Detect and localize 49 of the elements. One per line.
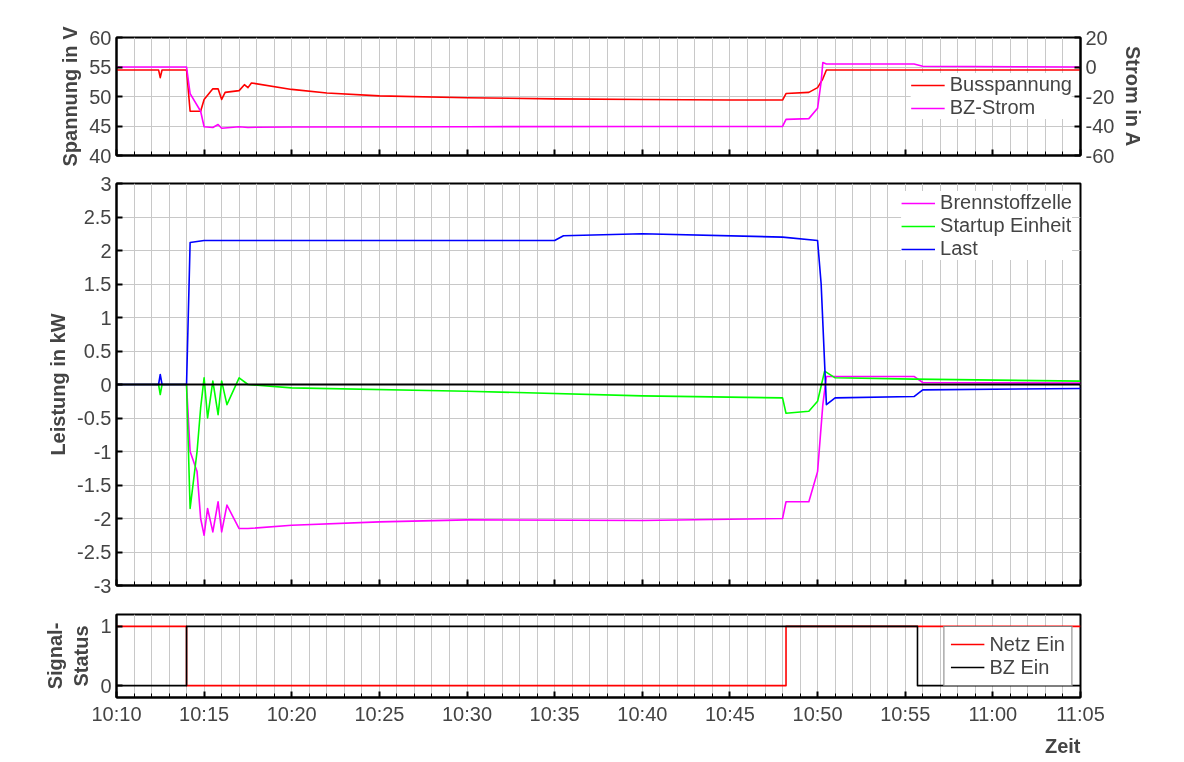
legend-label: BZ-Strom xyxy=(949,96,1036,119)
y-tick-label: 40 xyxy=(89,144,112,167)
y-tick-label: -0.5 xyxy=(77,407,112,429)
legend-label: Busspannung xyxy=(949,73,1072,96)
y-tick-label: -2.5 xyxy=(77,541,112,563)
y-tick-label: -2 xyxy=(93,507,112,530)
x-tick-label: 10:15 xyxy=(179,702,230,725)
y-tick-label: 0 xyxy=(100,674,112,697)
y-tick-label: 2.5 xyxy=(83,206,112,228)
y2-tick-label: 0 xyxy=(1085,56,1097,78)
x-tick-label: 11:00 xyxy=(968,702,1018,725)
y-tick-label: 1 xyxy=(100,306,112,329)
y-tick-label: 0.5 xyxy=(83,340,112,362)
y-axis-title: Signal- Status xyxy=(43,622,93,690)
y-tick-label: 3 xyxy=(100,172,112,195)
x-tick-label: 10:50 xyxy=(792,702,843,725)
y-tick-label: 50 xyxy=(89,85,112,108)
y2-axis-title: Strom in A xyxy=(1122,45,1145,147)
y2-tick-label: 20 xyxy=(1085,26,1108,49)
y-tick-label: 1 xyxy=(100,615,112,638)
y-tick-label: -1 xyxy=(93,440,112,463)
legend-label: Startup Einheit xyxy=(940,214,1072,237)
y-tick-label: 0 xyxy=(100,373,112,396)
legend-label: BZ Ein xyxy=(989,655,1050,679)
y-tick-label: 60 xyxy=(89,26,112,49)
legend-label: Netz Ein xyxy=(989,632,1065,656)
x-tick-label: 10:45 xyxy=(704,702,755,725)
y-tick-label: 2 xyxy=(100,239,112,262)
y-axis-title: Spannung in V xyxy=(59,25,82,167)
x-tick-label: 10:40 xyxy=(617,702,668,725)
legend-label: Last xyxy=(940,237,978,260)
x-tick-label: 10:55 xyxy=(880,702,931,725)
x-tick-label: 10:30 xyxy=(442,702,493,725)
legend-label: Brennstoffzelle xyxy=(940,191,1072,214)
y2-tick-label: -20 xyxy=(1085,85,1115,108)
x-tick-label: 10:10 xyxy=(91,702,142,725)
y2-tick-label: -60 xyxy=(1085,144,1115,167)
y-axis-title: Leistung in kW xyxy=(47,313,70,456)
y-tick-label: 1.5 xyxy=(83,273,112,295)
y2-tick-label: -40 xyxy=(1085,115,1115,137)
y-tick-label: -1.5 xyxy=(77,474,112,496)
x-tick-label: 10:25 xyxy=(354,702,405,725)
x-tick-label: 10:20 xyxy=(266,702,317,725)
x-tick-label: 10:35 xyxy=(529,702,580,725)
y-tick-label: 45 xyxy=(89,115,112,137)
x-tick-label: 11:05 xyxy=(1056,702,1105,725)
x-axis-title: Zeit xyxy=(1044,734,1081,757)
y-tick-label: -3 xyxy=(93,574,112,597)
y-tick-label: 55 xyxy=(89,56,112,78)
